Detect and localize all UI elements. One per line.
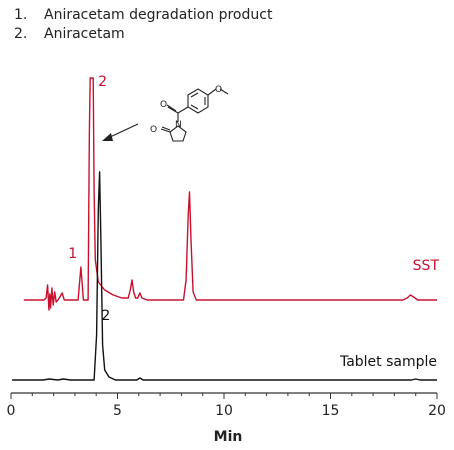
legend-label: Aniracetam	[44, 26, 125, 42]
x-tick-label: 0	[7, 403, 16, 419]
legend-number: 1.	[14, 7, 28, 23]
legend-item-1: 1. Aniracetam degradation product	[14, 6, 272, 25]
x-tick-label: 5	[113, 403, 122, 419]
series-label: Tablet sample	[339, 354, 437, 370]
x-tick-label: 15	[322, 403, 340, 419]
molecule-structure-icon	[107, 88, 229, 142]
arrow-head-icon	[102, 133, 113, 141]
peak-label: 2	[101, 308, 110, 324]
peak-label: 1	[68, 246, 77, 262]
x-tick-label: 10	[215, 403, 233, 419]
atom-o-carbonyl: O	[160, 100, 167, 110]
peak-label: 2	[98, 74, 107, 90]
x-tick-label: 20	[428, 403, 446, 419]
legend-number: 2.	[14, 26, 28, 42]
atom-o-methoxy: O	[215, 85, 222, 95]
series-line-sst	[23, 77, 437, 311]
atom-n: N	[175, 120, 182, 130]
chart-legend: 1. Aniracetam degradation product 2. Ani…	[14, 6, 272, 44]
x-axis: 0 5 10 15 20 Min	[7, 392, 446, 445]
traces-layer: 1 2 SST 2 Tablet sample	[12, 74, 440, 381]
series-label: SST	[413, 258, 440, 274]
x-axis-title: Min	[214, 429, 243, 445]
atom-o-lactam: O	[150, 125, 157, 135]
series-line-tablet	[12, 171, 437, 381]
legend-item-2: 2. Aniracetam	[14, 25, 272, 44]
molecule-atom-labels: O O N O	[150, 85, 222, 135]
legend-label: Aniracetam degradation product	[44, 7, 273, 23]
